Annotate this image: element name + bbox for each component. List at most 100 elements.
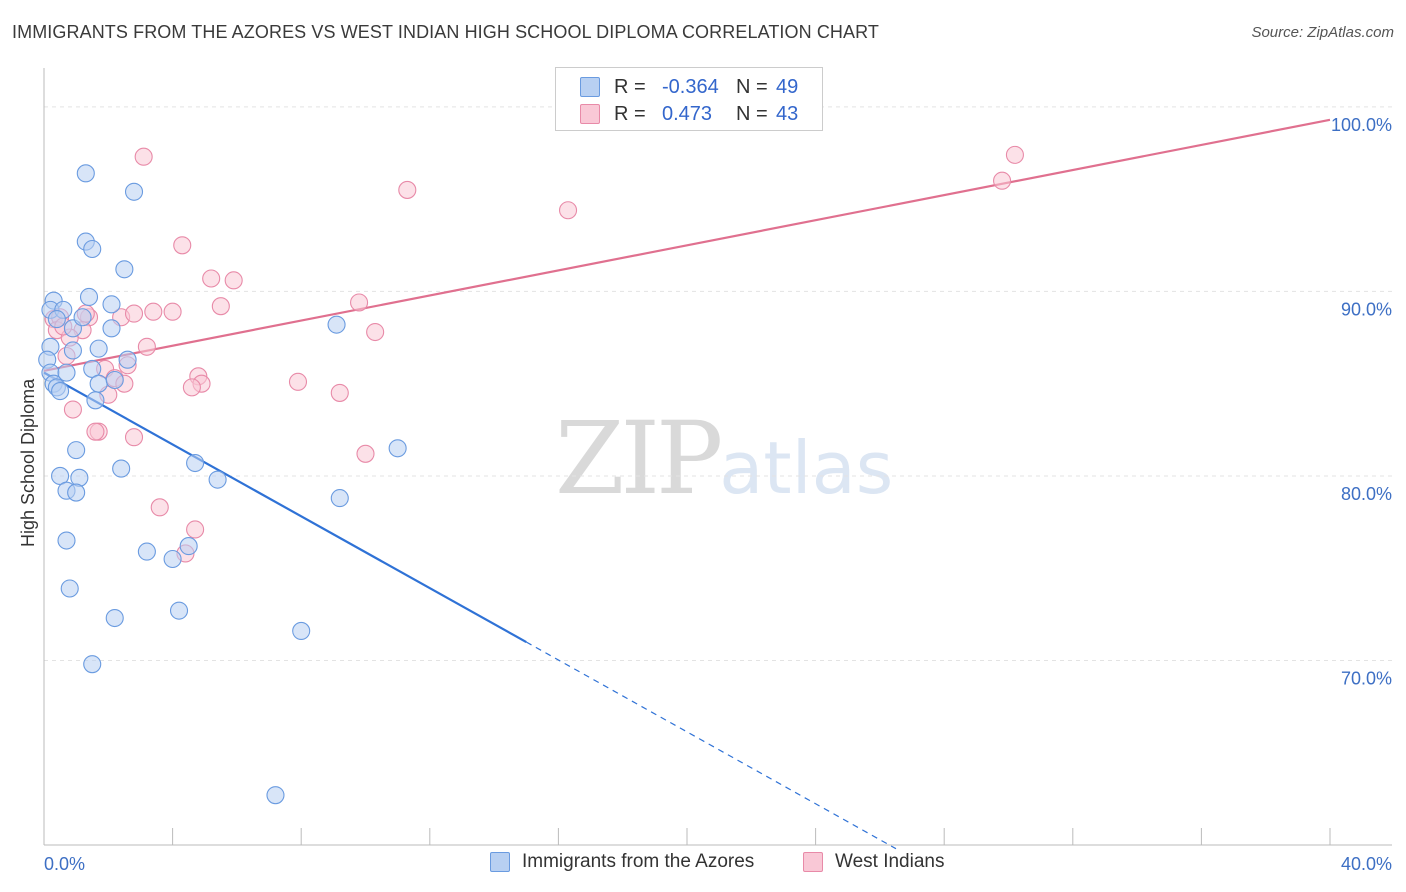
point-azores — [388, 439, 407, 458]
legend-row-azores: R = -0.364 N = 49 — [580, 75, 798, 99]
legend-swatch-west-indians — [580, 104, 600, 124]
data-points — [38, 145, 1024, 805]
source-note: Source: ZipAtlas.com — [1251, 24, 1394, 41]
point-west-indians — [350, 293, 369, 312]
series-swatch-west-indians — [803, 852, 823, 872]
legend-swatch-azores — [580, 77, 600, 97]
point-azores — [186, 453, 205, 473]
trend-line-azores — [43, 371, 527, 643]
point-west-indians — [366, 322, 385, 342]
legend-n-value-azores: 49 — [776, 75, 799, 98]
point-west-indians — [124, 428, 144, 447]
legend-row-west-indians: R = 0.473 N = 43 — [580, 102, 798, 126]
axes — [43, 68, 1392, 846]
y-tick-label: 80.0% — [1341, 484, 1392, 504]
point-azores — [208, 470, 227, 489]
point-west-indians — [288, 372, 308, 391]
point-azores — [86, 391, 105, 410]
point-west-indians — [1005, 145, 1024, 164]
point-west-indians — [224, 271, 243, 290]
watermark-atlas: atlas — [719, 426, 894, 510]
point-azores — [105, 608, 124, 628]
zipatlas-watermark: ZIPatlas — [555, 400, 893, 517]
point-west-indians — [330, 383, 349, 402]
point-azores — [57, 531, 76, 550]
point-west-indians — [137, 337, 156, 356]
point-azores — [292, 621, 311, 641]
series-label-west-indians: West Indians — [835, 851, 945, 872]
point-azores — [79, 287, 99, 307]
series-legend-azores[interactable]: Immigrants from the Azores — [490, 851, 754, 873]
y-tick-label: 100.0% — [1331, 115, 1392, 135]
point-west-indians — [398, 180, 417, 199]
watermark-zip: ZIP — [555, 400, 723, 517]
point-azores — [89, 339, 108, 358]
point-azores — [102, 319, 121, 338]
legend-r-value-azores: -0.364 — [662, 75, 719, 98]
series-legend: Immigrants from the Azores West Indians — [0, 851, 1406, 879]
point-west-indians — [182, 378, 201, 397]
tick-labels: 70.0% 80.0% 90.0% 100.0% 0.0% 40.0% — [44, 115, 1392, 874]
point-west-indians — [124, 304, 144, 323]
point-azores — [73, 308, 92, 327]
point-azores — [57, 363, 76, 382]
point-azores — [83, 239, 102, 259]
point-azores — [67, 441, 86, 460]
point-west-indians — [558, 201, 578, 220]
point-azores — [47, 310, 66, 329]
series-legend-west-indians[interactable]: West Indians — [803, 851, 944, 873]
point-west-indians — [163, 302, 182, 321]
point-azores — [163, 549, 182, 569]
point-azores — [89, 374, 108, 393]
point-west-indians — [211, 297, 230, 316]
point-west-indians — [150, 498, 169, 517]
point-west-indians — [63, 400, 82, 419]
gridlines — [44, 106, 1392, 661]
legend-r-label: R = — [614, 75, 646, 98]
point-azores — [266, 786, 285, 805]
trend-line-azores-extrapolated — [525, 641, 897, 850]
point-azores — [330, 489, 349, 508]
x-tick-label: 40.0% — [1341, 854, 1392, 874]
point-azores — [63, 341, 82, 360]
point-azores — [179, 537, 198, 556]
series-label-azores: Immigrants from the Azores — [522, 851, 755, 872]
series-swatch-azores — [490, 852, 510, 872]
point-west-indians — [173, 236, 192, 255]
point-west-indians — [134, 147, 153, 166]
point-west-indians — [202, 269, 221, 288]
point-west-indians — [144, 302, 163, 321]
point-azores — [105, 370, 124, 390]
point-azores — [76, 164, 95, 183]
point-azores — [137, 542, 156, 561]
point-azores — [67, 483, 86, 502]
y-tick-label: 70.0% — [1341, 668, 1392, 688]
chart-title: IMMIGRANTS FROM THE AZORES VS WEST INDIA… — [12, 22, 880, 42]
point-azores — [70, 468, 89, 487]
point-azores — [83, 655, 102, 674]
y-axis-label: High School Diploma — [18, 378, 38, 547]
point-azores — [118, 350, 137, 369]
x-tick-label: 0.0% — [44, 854, 85, 874]
point-azores — [51, 382, 70, 401]
point-azores — [169, 601, 189, 620]
legend-n-label: N = — [736, 75, 768, 98]
point-azores — [60, 579, 79, 598]
point-west-indians — [356, 444, 375, 463]
point-azores — [327, 315, 346, 334]
point-azores — [124, 182, 144, 201]
legend-r-value-west-indians: 0.473 — [662, 102, 713, 125]
trend-lines — [43, 118, 1331, 850]
point-azores — [102, 295, 121, 314]
trend-line-west-indians — [43, 118, 1331, 372]
legend-n-value-west-indians: 43 — [776, 102, 799, 125]
point-azores — [115, 260, 134, 279]
point-west-indians — [86, 422, 105, 441]
point-azores — [112, 459, 131, 478]
legend-n-label: N = — [736, 102, 768, 125]
y-tick-label: 90.0% — [1341, 299, 1392, 319]
correlation-legend: R = -0.364 N = 49 R = 0.473 N = 43 — [555, 67, 823, 131]
legend-r-label: R = — [614, 102, 646, 125]
point-west-indians — [186, 520, 205, 539]
